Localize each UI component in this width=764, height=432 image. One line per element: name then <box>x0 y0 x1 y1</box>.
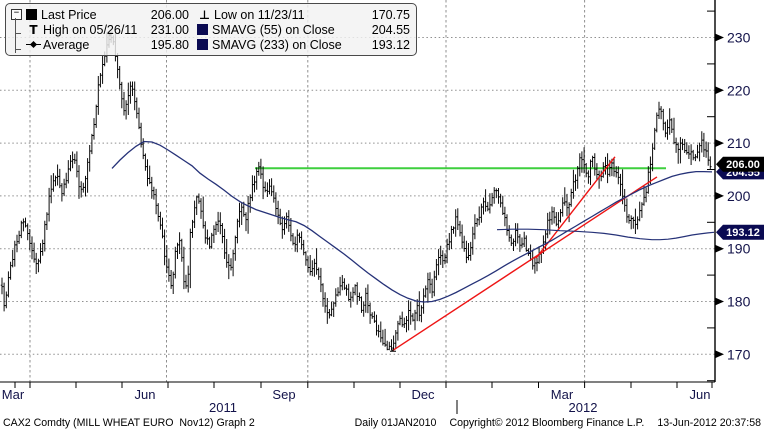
smavg233-swatch-icon <box>197 39 208 50</box>
footer-datetime: 13-Jun-2012 20:37:58 <box>657 417 761 429</box>
y-tick-label: 190 <box>727 241 751 257</box>
y-tick-label: 210 <box>727 135 751 151</box>
y-tick-label: 200 <box>727 188 751 204</box>
x-tick-label: Jun <box>690 387 711 402</box>
year-label: 2011 <box>209 400 237 415</box>
legend-value: 170.75 <box>371 7 410 22</box>
tree-expander-icon[interactable]: − <box>11 9 22 20</box>
y-tick-arrow-icon <box>715 139 724 148</box>
price-tag <box>716 224 764 240</box>
legend-label: SMAVG (55) on Close <box>212 22 335 37</box>
smavg55-swatch-icon <box>197 24 208 35</box>
x-tick-label: Jun <box>135 387 156 402</box>
price-tag-label: 206.00 <box>726 159 760 171</box>
legend-value: 193.12 <box>371 37 410 52</box>
x-tick-label: Dec <box>411 387 435 402</box>
footer-security-label: CAX2 Comdty (MILL WHEAT EURO Nov12) Grap… <box>3 417 255 429</box>
smavg55-line <box>111 140 713 303</box>
y-tick-arrow-icon <box>715 33 724 42</box>
price-tag-label: 193.12 <box>726 227 760 239</box>
footer-info: Daily 01JAN2010 Copyright© 2012 Bloomberg… <box>355 417 761 429</box>
last-price-swatch-icon <box>26 9 37 20</box>
footer-period: Daily 01JAN2010 <box>354 417 437 429</box>
legend-label: Average <box>43 37 90 52</box>
legend-label: SMAVG (233) on Close <box>212 37 342 52</box>
legend-value: 206.00 <box>150 7 189 22</box>
ohlc-bars <box>0 32 712 352</box>
y-tick-label: 180 <box>727 294 751 310</box>
chart-legend: − Last Price 206.00 T High on 05/26/11 2… <box>5 3 417 56</box>
legend-item-smavg55: SMAVG (55) on Close 204.55 <box>197 22 410 37</box>
legend-value: 204.55 <box>371 22 410 37</box>
low-marker-icon: ⊥ <box>199 7 210 22</box>
legend-item-smavg233: SMAVG (233) on Close 193.12 <box>197 37 410 52</box>
red-trendline <box>392 176 658 351</box>
legend-item-high: T High on 05/26/11 231.00 <box>11 22 189 37</box>
legend-tree-stub <box>15 33 21 34</box>
y-tick-arrow-icon <box>715 350 724 359</box>
y-tick-label: 230 <box>727 30 751 46</box>
y-tick-arrow-icon <box>715 191 724 200</box>
y-tick-label: 220 <box>727 82 751 98</box>
smavg233-line <box>496 228 715 241</box>
y-tick-label: 170 <box>727 346 751 362</box>
legend-tree-stub <box>15 49 21 50</box>
legend-label: High on 05/26/11 <box>43 22 138 37</box>
legend-value: 195.80 <box>150 37 189 52</box>
legend-label: Low on 11/23/11 <box>214 7 305 22</box>
low-marker <box>390 347 396 352</box>
x-tick-label: Sep <box>272 387 295 402</box>
high-marker-icon: T <box>29 22 38 37</box>
legend-label: Last Price <box>41 7 97 22</box>
price-tag <box>716 156 764 172</box>
y-tick-arrow-icon <box>715 244 724 253</box>
average-marker-icon <box>26 39 41 50</box>
legend-tree-line <box>15 18 16 53</box>
year-label: 2012 <box>569 400 598 415</box>
legend-item-average: Average 195.80 <box>11 37 189 52</box>
footer-copyright: Copyright© 2012 Bloomberg Finance L.P. <box>449 417 645 429</box>
legend-value: 231.00 <box>150 22 189 37</box>
y-tick-arrow-icon <box>715 297 724 306</box>
legend-item-last-price: − Last Price 206.00 <box>11 7 189 22</box>
legend-item-low: ⊥ Low on 11/23/11 170.75 <box>197 7 410 22</box>
x-tick-label: Mar <box>2 387 25 402</box>
x-tick-label: Mar <box>551 387 574 402</box>
y-tick-arrow-icon <box>715 86 724 95</box>
